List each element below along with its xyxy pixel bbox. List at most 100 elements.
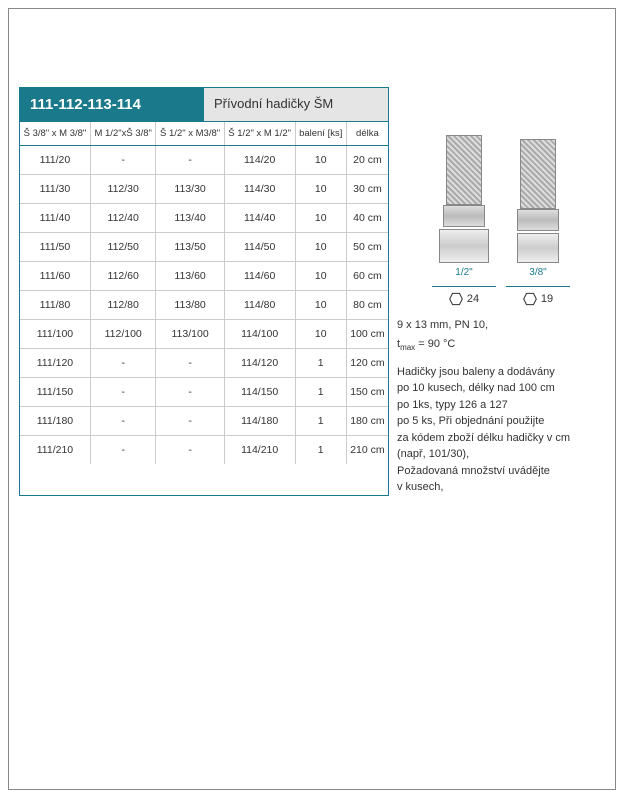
table-cell: 113/60 [156,262,224,291]
page-frame: 111-112-113-114 Přívodní hadičky ŠM Š 3/… [8,8,616,790]
table-row: 111/150--114/1501150 cm [20,378,388,407]
table-cell: 180 cm [346,407,388,436]
table-cell: 40 cm [346,204,388,233]
hex-value: 24 [467,291,479,308]
table-cell: 210 cm [346,436,388,465]
table-cell: 114/80 [224,291,295,320]
table-cell: 114/180 [224,407,295,436]
hex-value: 19 [541,291,553,308]
table-row: 111/180--114/1801180 cm [20,407,388,436]
hex-dimension: 24 [432,286,496,308]
table-cell: 111/180 [20,407,90,436]
table-cell: 10 [295,320,346,349]
table-cell: 10 [295,175,346,204]
size-label: 1/2" [455,265,472,280]
nut-graphic [517,233,559,263]
table-cell: 120 cm [346,349,388,378]
table-cell: 10 [295,262,346,291]
column-header: Š 1/2" x M3/8" [156,122,224,146]
coupler-graphic [443,205,485,227]
table-cell: - [90,407,156,436]
table-cell: 114/50 [224,233,295,262]
table-cell: - [90,436,156,465]
table-row: 111/40112/40113/40114/401040 cm [20,204,388,233]
product-title: Přívodní hadičky ŠM [204,88,388,121]
table-cell: 10 [295,204,346,233]
desc-line: (např, 101/30), [397,446,605,463]
table-row: 111/60112/60113/60114/601060 cm [20,262,388,291]
table-cell: 111/20 [20,146,90,175]
table-cell: - [156,407,224,436]
table-cell: 114/20 [224,146,295,175]
table-cell: 114/150 [224,378,295,407]
table-cell: 112/80 [90,291,156,320]
table-row: 111/20--114/201020 cm [20,146,388,175]
table-cell: 111/80 [20,291,90,320]
table-cell: 100 cm [346,320,388,349]
hose-graphic [520,139,556,209]
data-table: Š 3/8" x M 3/8"M 1/2"xŠ 3/8"Š 1/2" x M3/… [20,122,388,464]
table-cell: 113/40 [156,204,224,233]
table-cell: 114/120 [224,349,295,378]
table-cell: - [90,146,156,175]
hex-icon [449,292,463,306]
table-header: 111-112-113-114 Přívodní hadičky ŠM [20,88,388,122]
table-cell: - [90,349,156,378]
hex-dimension: 19 [506,286,570,308]
table-cell: 114/210 [224,436,295,465]
column-header: M 1/2"xŠ 3/8" [90,122,156,146]
hose-graphic [446,135,482,205]
table-cell: - [156,146,224,175]
column-header: balení [ks] [295,122,346,146]
hex-icon [523,292,537,306]
table-cell: 114/60 [224,262,295,291]
table-cell: - [156,349,224,378]
table-cell: 10 [295,291,346,320]
table-cell: 114/40 [224,204,295,233]
spec-dimensions: 9 x 13 mm, PN 10, [397,317,605,334]
spec-t-post: = 90 °C [415,338,455,350]
table-cell: 111/60 [20,262,90,291]
spec-temperature: tmax = 90 °C [397,336,605,354]
table-cell: 113/50 [156,233,224,262]
table-cell: 1 [295,436,346,465]
description-block: Hadičky jsou baleny a dodávány po 10 kus… [397,364,605,496]
table-cell: 111/150 [20,378,90,407]
table-cell: 111/210 [20,436,90,465]
column-header: Š 3/8" x M 3/8" [20,122,90,146]
table-cell: 111/120 [20,349,90,378]
table-row: 111/120--114/1201120 cm [20,349,388,378]
table-row: 111/100112/100113/100114/10010100 cm [20,320,388,349]
table-row: 111/50112/50113/50114/501050 cm [20,233,388,262]
table-cell: 30 cm [346,175,388,204]
table-cell: 114/30 [224,175,295,204]
desc-line: za kódem zboží délku hadičky v cm [397,430,605,447]
table-cell: 150 cm [346,378,388,407]
product-code: 111-112-113-114 [20,88,204,121]
table-row: 111/80112/80113/80114/801080 cm [20,291,388,320]
table-cell: 111/40 [20,204,90,233]
table-row: 111/210--114/2101210 cm [20,436,388,465]
table-cell: 111/50 [20,233,90,262]
table-cell: 10 [295,233,346,262]
spec-t-sub: max [400,343,415,352]
table-row: 111/30112/30113/30114/301030 cm [20,175,388,204]
table-cell: - [156,436,224,465]
table-cell: 112/30 [90,175,156,204]
table-cell: 1 [295,378,346,407]
table-cell: 113/30 [156,175,224,204]
table-cell: 111/100 [20,320,90,349]
table-cell: 50 cm [346,233,388,262]
coupler-graphic [517,209,559,231]
desc-line: Požadovaná množství uvádějte [397,463,605,480]
nut-graphic [439,229,489,263]
product-table-block: 111-112-113-114 Přívodní hadičky ŠM Š 3/… [19,87,389,496]
fitting: 3/8"19 [506,139,570,308]
table-cell: 112/100 [90,320,156,349]
column-header: Š 1/2" x M 1/2" [224,122,295,146]
column-header: délka [346,122,388,146]
table-cell: 113/100 [156,320,224,349]
table-cell: 112/60 [90,262,156,291]
fitting: 1/2" 24 [432,135,496,308]
table-cell: 1 [295,349,346,378]
